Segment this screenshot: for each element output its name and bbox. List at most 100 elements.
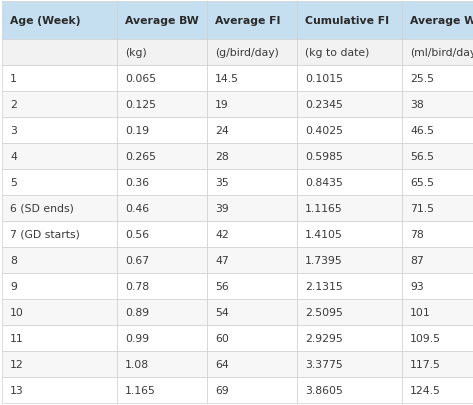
- Bar: [207, 351, 297, 377]
- Text: 39: 39: [215, 203, 229, 213]
- Bar: [297, 92, 402, 118]
- Text: 2.1315: 2.1315: [305, 281, 343, 291]
- Bar: [2, 170, 117, 196]
- Bar: [117, 222, 207, 247]
- Bar: [207, 222, 297, 247]
- Text: 1.165: 1.165: [125, 385, 156, 395]
- Bar: [117, 92, 207, 118]
- Text: (ml/bird/day): (ml/bird/day): [410, 48, 473, 58]
- Text: Average BW: Average BW: [125, 16, 199, 26]
- Bar: [117, 2, 207, 40]
- Text: 47: 47: [215, 256, 229, 265]
- Text: 0.19: 0.19: [125, 126, 149, 136]
- Bar: [117, 144, 207, 170]
- Bar: [2, 299, 117, 325]
- Bar: [297, 299, 402, 325]
- Bar: [2, 2, 117, 40]
- Text: 4: 4: [10, 151, 17, 162]
- Text: 0.67: 0.67: [125, 256, 149, 265]
- Bar: [117, 247, 207, 273]
- Text: 0.265: 0.265: [125, 151, 156, 162]
- Text: 19: 19: [215, 100, 229, 110]
- Text: 7 (GD starts): 7 (GD starts): [10, 230, 80, 239]
- Bar: [297, 144, 402, 170]
- Bar: [297, 351, 402, 377]
- Bar: [207, 325, 297, 351]
- Bar: [402, 299, 473, 325]
- Text: 3.3775: 3.3775: [305, 359, 343, 369]
- Text: 2: 2: [10, 100, 17, 110]
- Text: 87: 87: [410, 256, 424, 265]
- Bar: [207, 92, 297, 118]
- Bar: [117, 66, 207, 92]
- Bar: [297, 196, 402, 222]
- Bar: [2, 196, 117, 222]
- Bar: [402, 144, 473, 170]
- Bar: [117, 273, 207, 299]
- Text: 0.8435: 0.8435: [305, 177, 343, 188]
- Bar: [2, 144, 117, 170]
- Text: (kg): (kg): [125, 48, 147, 58]
- Text: 124.5: 124.5: [410, 385, 441, 395]
- Text: 8: 8: [10, 256, 17, 265]
- Text: 35: 35: [215, 177, 229, 188]
- Text: 0.1015: 0.1015: [305, 74, 343, 84]
- Text: 78: 78: [410, 230, 424, 239]
- Text: 3: 3: [10, 126, 17, 136]
- Bar: [207, 2, 297, 40]
- Bar: [207, 273, 297, 299]
- Text: 46.5: 46.5: [410, 126, 434, 136]
- Text: 69: 69: [215, 385, 229, 395]
- Bar: [207, 299, 297, 325]
- Bar: [207, 196, 297, 222]
- Text: 0.2345: 0.2345: [305, 100, 343, 110]
- Bar: [297, 377, 402, 403]
- Bar: [207, 118, 297, 144]
- Bar: [402, 40, 473, 66]
- Text: (g/bird/day): (g/bird/day): [215, 48, 279, 58]
- Text: (kg to date): (kg to date): [305, 48, 369, 58]
- Bar: [117, 196, 207, 222]
- Text: 2.9295: 2.9295: [305, 333, 343, 343]
- Text: 0.065: 0.065: [125, 74, 156, 84]
- Text: 0.99: 0.99: [125, 333, 149, 343]
- Bar: [297, 66, 402, 92]
- Bar: [402, 325, 473, 351]
- Bar: [297, 273, 402, 299]
- Text: 0.5985: 0.5985: [305, 151, 343, 162]
- Bar: [402, 351, 473, 377]
- Bar: [297, 325, 402, 351]
- Bar: [207, 377, 297, 403]
- Bar: [2, 273, 117, 299]
- Text: 12: 12: [10, 359, 24, 369]
- Bar: [117, 299, 207, 325]
- Text: 6 (SD ends): 6 (SD ends): [10, 203, 74, 213]
- Bar: [402, 273, 473, 299]
- Bar: [2, 92, 117, 118]
- Text: 117.5: 117.5: [410, 359, 441, 369]
- Text: 0.125: 0.125: [125, 100, 156, 110]
- Text: 56: 56: [215, 281, 229, 291]
- Text: Age (Week): Age (Week): [10, 16, 80, 26]
- Bar: [2, 40, 117, 66]
- Text: 3.8605: 3.8605: [305, 385, 343, 395]
- Text: 2.5095: 2.5095: [305, 307, 343, 317]
- Text: 0.56: 0.56: [125, 230, 149, 239]
- Bar: [117, 170, 207, 196]
- Text: 25.5: 25.5: [410, 74, 434, 84]
- Text: 0.46: 0.46: [125, 203, 149, 213]
- Bar: [297, 40, 402, 66]
- Text: 11: 11: [10, 333, 24, 343]
- Text: 65.5: 65.5: [410, 177, 434, 188]
- Text: 1.08: 1.08: [125, 359, 149, 369]
- Text: 0.78: 0.78: [125, 281, 149, 291]
- Text: 13: 13: [10, 385, 24, 395]
- Bar: [402, 377, 473, 403]
- Text: 0.89: 0.89: [125, 307, 149, 317]
- Bar: [2, 325, 117, 351]
- Text: 1.4105: 1.4105: [305, 230, 343, 239]
- Text: Cumulative FI: Cumulative FI: [305, 16, 389, 26]
- Bar: [2, 222, 117, 247]
- Text: 0.4025: 0.4025: [305, 126, 343, 136]
- Text: Average FI: Average FI: [215, 16, 280, 26]
